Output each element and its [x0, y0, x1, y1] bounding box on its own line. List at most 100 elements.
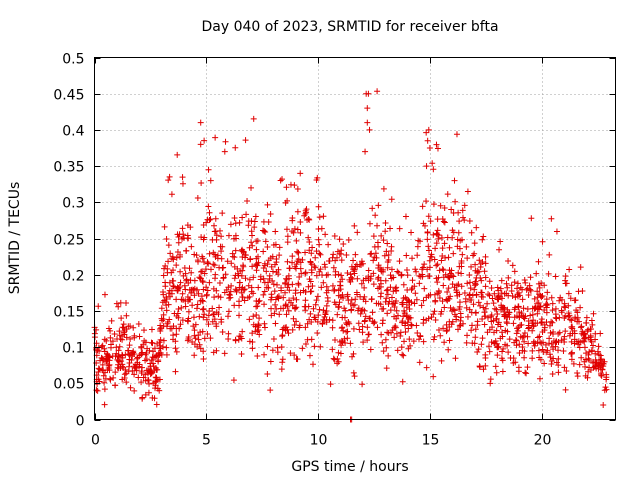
data-point — [354, 229, 361, 236]
data-point — [250, 274, 257, 281]
data-point — [510, 320, 517, 327]
data-point — [366, 315, 373, 322]
data-point — [294, 356, 301, 363]
data-point — [552, 314, 559, 321]
data-point — [144, 345, 151, 352]
data-point — [495, 287, 502, 294]
data-point — [253, 246, 260, 253]
data-point — [440, 218, 447, 225]
data-point — [292, 265, 299, 272]
data-point — [289, 253, 296, 260]
data-point — [264, 243, 271, 250]
data-point — [544, 289, 551, 296]
data-point — [512, 337, 519, 344]
data-point — [405, 345, 412, 352]
data-point — [182, 303, 189, 310]
data-point — [282, 289, 289, 296]
data-point — [210, 261, 217, 268]
data-point — [107, 334, 114, 341]
data-point — [455, 326, 462, 333]
data-point — [501, 312, 508, 319]
data-point — [502, 341, 509, 348]
data-point — [460, 320, 467, 327]
data-point — [384, 240, 391, 247]
data-point — [456, 291, 463, 298]
data-point — [561, 364, 568, 371]
data-point — [178, 296, 185, 303]
data-point — [108, 341, 115, 348]
data-point — [446, 295, 453, 302]
data-point — [432, 317, 439, 324]
data-point — [382, 219, 389, 226]
data-point — [225, 335, 232, 342]
data-point — [403, 312, 410, 319]
data-point — [434, 261, 441, 268]
data-point — [529, 311, 536, 318]
data-point — [133, 367, 140, 374]
data-point — [326, 316, 333, 323]
data-point — [452, 355, 459, 362]
data-point — [449, 281, 456, 288]
data-point — [267, 210, 274, 217]
data-point — [393, 307, 400, 314]
data-point — [343, 328, 350, 335]
data-point — [131, 351, 138, 358]
data-point — [548, 340, 555, 347]
data-point — [535, 347, 542, 354]
data-point — [193, 252, 200, 259]
data-point — [131, 387, 138, 394]
data-point — [440, 282, 447, 289]
data-point — [203, 292, 210, 299]
data-point — [592, 359, 599, 366]
x-tick-label: 0 — [91, 433, 100, 449]
data-point — [320, 213, 327, 220]
data-point — [413, 322, 420, 329]
data-point — [421, 285, 428, 292]
data-point — [252, 328, 259, 335]
data-point — [205, 166, 212, 173]
data-point — [558, 309, 565, 316]
data-point — [185, 318, 192, 325]
data-point — [210, 249, 217, 256]
data-point — [99, 367, 106, 374]
data-point — [289, 281, 296, 288]
data-point — [335, 271, 342, 278]
data-point — [179, 225, 186, 232]
data-point — [239, 284, 246, 291]
data-point — [359, 306, 366, 313]
data-point — [428, 253, 435, 260]
data-point — [420, 338, 427, 345]
data-point — [486, 278, 493, 285]
data-point — [287, 350, 294, 357]
data-point — [526, 282, 533, 289]
data-point — [273, 259, 280, 266]
data-point — [555, 339, 562, 346]
data-point — [595, 343, 602, 350]
data-point — [432, 298, 439, 305]
data-point — [457, 317, 464, 324]
data-point — [387, 307, 394, 314]
data-point — [515, 364, 522, 371]
data-point — [362, 275, 369, 282]
data-point — [535, 299, 542, 306]
data-point — [305, 303, 312, 310]
data-point — [177, 321, 184, 328]
data-point — [179, 317, 186, 324]
data-point — [254, 237, 261, 244]
data-point — [316, 306, 323, 313]
data-point — [587, 326, 594, 333]
data-point — [420, 264, 427, 271]
data-point — [116, 328, 123, 335]
data-point — [482, 355, 489, 362]
y-tick-label: 0.05 — [53, 377, 84, 393]
data-point — [562, 386, 569, 393]
data-point — [382, 336, 389, 343]
data-point — [560, 347, 567, 354]
data-point — [492, 337, 499, 344]
data-point — [331, 286, 338, 293]
data-point — [420, 220, 427, 227]
data-point — [453, 282, 460, 289]
data-point — [268, 305, 275, 312]
data-point — [204, 259, 211, 266]
data-point — [100, 372, 107, 379]
